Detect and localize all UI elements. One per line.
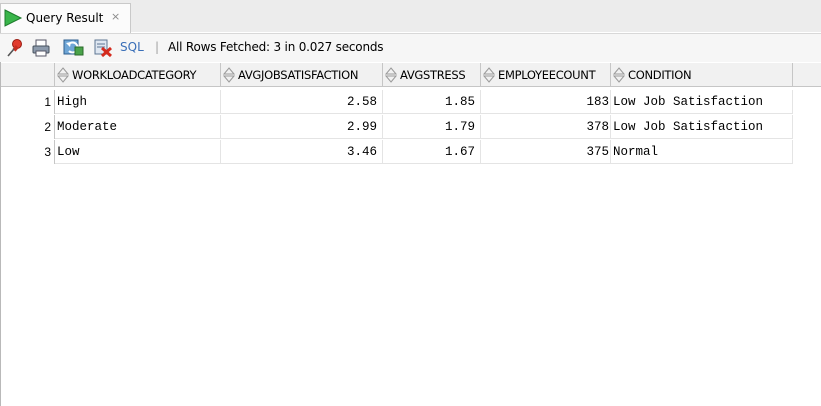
results-tab-strip: Query Result × [0, 0, 821, 33]
sort-icon[interactable] [56, 67, 70, 86]
results-toolbar: SQL | All Rows Fetched: 3 in 0.027 secon… [0, 33, 821, 62]
column-header-employeecount[interactable]: EMPLOYEECOUNT [481, 63, 611, 87]
column-header-label: CONDITION [628, 68, 692, 82]
column-header-condition[interactable]: CONDITION [611, 63, 793, 87]
cell-workloadcategory[interactable]: Low [55, 140, 221, 164]
column-header-avgstress[interactable]: AVGSTRESS [383, 63, 481, 87]
column-header-label: AVGJOBSATISFACTION [238, 68, 359, 82]
cell-condition[interactable]: Normal [611, 140, 793, 164]
cell-avgstress[interactable]: 1.85 [383, 90, 481, 114]
refresh-icon[interactable] [63, 38, 84, 58]
pin-icon[interactable] [5, 38, 25, 58]
close-tab-icon[interactable]: × [111, 10, 121, 23]
sort-icon[interactable] [222, 67, 236, 86]
header-filler [793, 63, 821, 87]
results-grid[interactable] [0, 62, 821, 406]
cell-employeecount[interactable]: 183 [481, 90, 611, 114]
grid-left-border [0, 62, 1, 406]
row-number: 3 [1, 140, 55, 164]
cell-avgjobsatisfaction[interactable]: 2.58 [221, 90, 383, 114]
column-header-avgjobsatisfaction[interactable]: AVGJOBSATISFACTION [221, 63, 383, 87]
sort-icon[interactable] [482, 67, 496, 86]
row-number: 2 [1, 115, 55, 139]
tab-query-result[interactable]: Query Result × [0, 3, 131, 33]
print-icon[interactable] [31, 38, 51, 58]
sort-icon[interactable] [384, 67, 398, 86]
column-header-label: AVGSTRESS [400, 68, 466, 82]
cell-workloadcategory[interactable]: High [55, 90, 221, 114]
tab-title: Query Result [26, 11, 104, 25]
column-header-label: EMPLOYEECOUNT [498, 68, 596, 82]
cell-avgjobsatisfaction[interactable]: 2.99 [221, 115, 383, 139]
row-number: 1 [1, 90, 55, 114]
cell-avgstress[interactable]: 1.79 [383, 115, 481, 139]
fetch-status: All Rows Fetched: 3 in 0.027 seconds [168, 40, 384, 54]
cell-workloadcategory[interactable]: Moderate [55, 115, 221, 139]
run-play-icon [3, 9, 23, 31]
cell-avgjobsatisfaction[interactable]: 3.46 [221, 140, 383, 164]
column-header-workloadcategory[interactable]: WORKLOADCATEGORY [55, 63, 221, 87]
toolbar-separator: | [155, 40, 160, 54]
row-number-header [1, 63, 55, 87]
cancel-query-icon[interactable] [93, 38, 113, 58]
cell-employeecount[interactable]: 378 [481, 115, 611, 139]
column-header-label: WORKLOADCATEGORY [72, 68, 197, 82]
cell-avgstress[interactable]: 1.67 [383, 140, 481, 164]
cell-employeecount[interactable]: 375 [481, 140, 611, 164]
cell-condition[interactable]: Low Job Satisfaction [611, 90, 793, 114]
sql-button[interactable]: SQL [120, 40, 144, 54]
sort-icon[interactable] [612, 67, 626, 86]
cell-condition[interactable]: Low Job Satisfaction [611, 115, 793, 139]
